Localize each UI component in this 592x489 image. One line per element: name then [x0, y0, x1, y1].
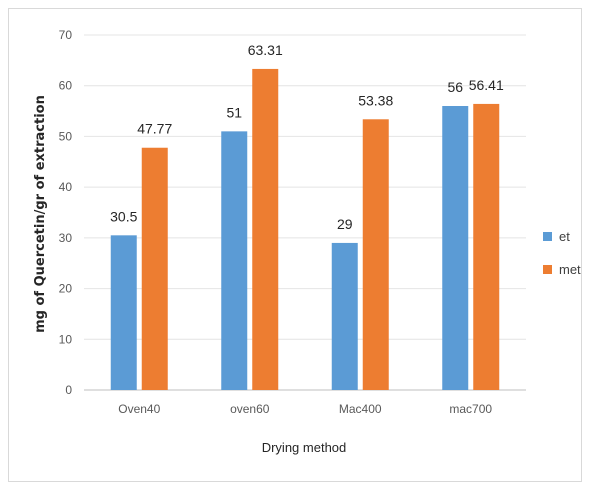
data-label: 51	[226, 104, 242, 120]
y-tick-label: 20	[59, 282, 73, 296]
bar-met-oven60	[252, 68, 279, 390]
bar-et-mac700	[442, 106, 469, 390]
bar-met-Oven40	[141, 147, 168, 390]
data-label: 63.31	[248, 42, 283, 58]
bar-met-Mac400	[362, 119, 389, 390]
y-tick-label: 30	[59, 231, 73, 245]
bar-et-Mac400	[331, 242, 358, 390]
y-tick-label: 60	[59, 79, 73, 93]
data-label: 47.77	[137, 121, 172, 137]
bar-et-Oven40	[110, 235, 137, 390]
x-tick-label: Mac400	[339, 402, 382, 416]
data-label: 56.41	[469, 77, 504, 93]
legend-label: met	[559, 262, 581, 277]
data-labels: 30.5 47.77 51 63.31 29 53.38 56 56.41	[110, 42, 504, 232]
y-axis-ticks: 0 10 20 30 40 50 60 70	[59, 28, 73, 397]
legend: et met	[543, 229, 581, 277]
data-label: 29	[337, 216, 353, 232]
x-tick-label: oven60	[230, 402, 270, 416]
data-label: 53.38	[358, 92, 393, 108]
y-tick-label: 50	[59, 129, 73, 143]
y-tick-label: 70	[59, 28, 73, 42]
x-axis-title: Drying method	[262, 440, 347, 455]
data-label: 56	[447, 79, 463, 95]
bar-met-mac700	[473, 103, 500, 390]
x-axis-ticks: Oven40 oven60 Mac400 mac700	[118, 402, 492, 416]
bar-et-oven60	[221, 131, 248, 390]
legend-swatch	[543, 265, 552, 274]
y-tick-label: 0	[65, 383, 72, 397]
y-tick-label: 10	[59, 332, 73, 346]
x-tick-label: Oven40	[118, 402, 160, 416]
y-axis-title: mg of Quercetin/gr of extraction	[33, 95, 48, 333]
legend-label: et	[559, 229, 570, 244]
legend-swatch	[543, 232, 552, 241]
bars	[110, 68, 500, 390]
y-tick-label: 40	[59, 180, 73, 194]
x-tick-label: mac700	[449, 402, 492, 416]
data-label: 30.5	[110, 208, 137, 224]
